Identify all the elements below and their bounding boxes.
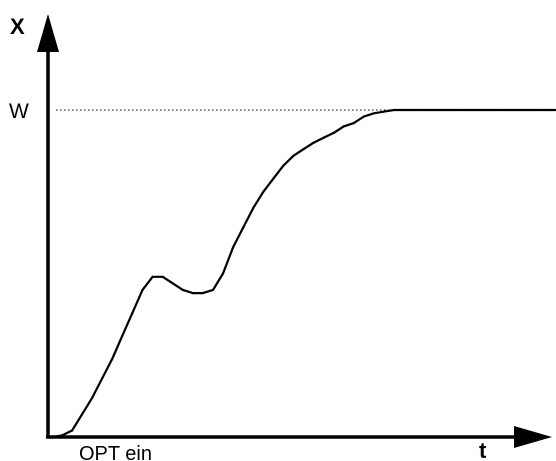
data-point [121,334,124,337]
data-point [81,413,84,416]
data-point [101,377,104,380]
data-point [533,108,537,112]
x-axis-label: t [479,438,487,461]
data-point [463,108,466,112]
data-point [332,131,335,134]
data-point [392,108,396,112]
data-point [242,226,245,229]
data-point [342,125,345,128]
data-point [493,108,496,112]
data-point [483,108,486,112]
data-point [161,275,164,278]
data-point [131,311,134,314]
data-points [50,108,556,439]
data-point [171,282,174,285]
data-point [302,148,305,151]
data-point [403,108,406,112]
data-point [181,288,184,291]
data-point [201,292,204,295]
data-point [71,429,74,432]
data-point [322,136,325,139]
data-point [433,108,436,112]
data-point [282,164,285,167]
x-axis-arrowhead [514,426,552,448]
data-point [423,108,426,112]
data-point [473,108,476,112]
setpoint-label: W [9,100,29,123]
data-point [352,122,355,125]
data-point [50,435,54,439]
data-point [141,288,144,291]
annotation-opt-ein: OPT ein [79,443,152,461]
data-point [111,357,114,360]
data-point [513,108,516,112]
data-point [191,292,194,295]
data-point [272,177,275,180]
data-point [362,115,365,118]
data-point [91,396,94,399]
data-point [61,434,64,437]
data-point [151,275,154,278]
data-point [211,288,215,291]
response-curve [50,108,556,439]
data-point [553,108,556,112]
data-point [503,108,506,112]
data-point [543,108,547,112]
data-point [523,108,526,112]
data-point [262,190,265,193]
y-axis-label: X [10,14,25,39]
y-axis-arrowhead [37,14,59,52]
data-point [413,108,416,112]
data-point [382,110,386,113]
data-point [232,246,235,249]
data-point [312,141,315,144]
data-point [443,108,446,112]
data-point [372,112,375,115]
data-point [292,154,295,157]
data-point [453,108,456,112]
data-point [221,272,225,275]
data-point [252,207,255,210]
